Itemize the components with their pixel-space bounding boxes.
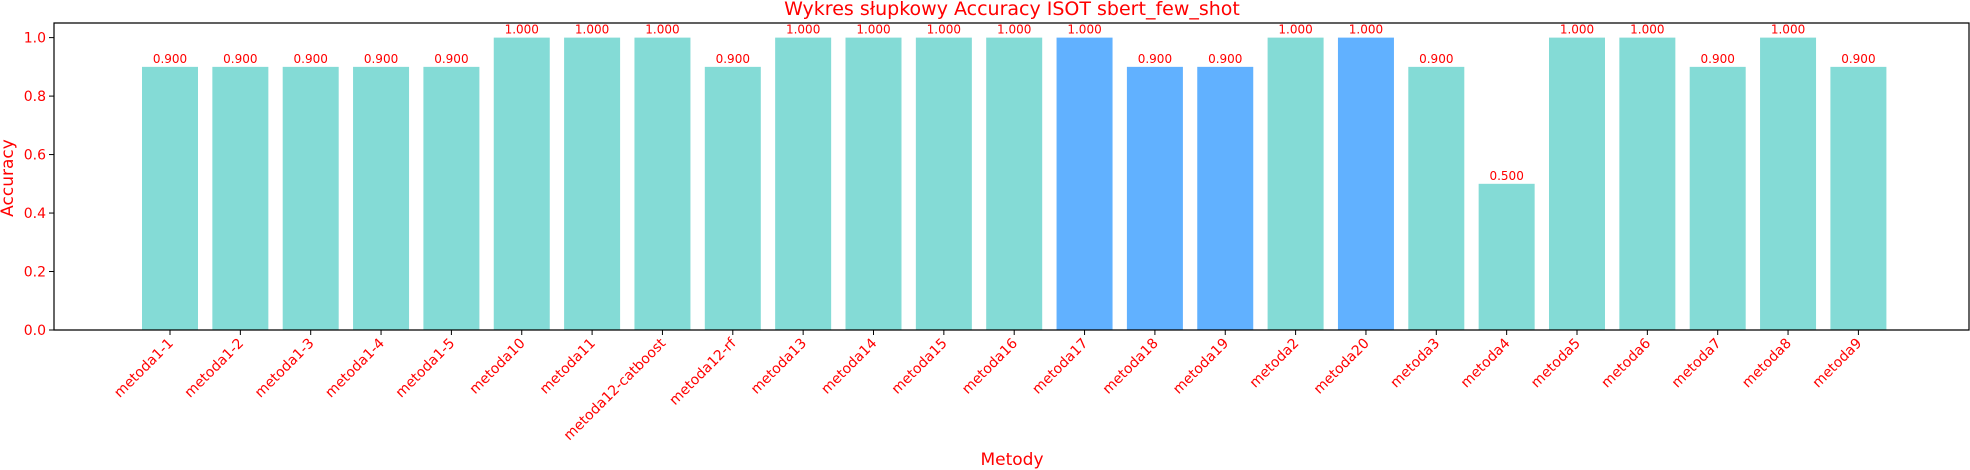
bar-metoda12-catboost: [634, 37, 691, 331]
bar-metoda11: [564, 37, 621, 331]
x-tick-label: metoda1-3: [252, 336, 318, 402]
y-tick-label: 0.0: [24, 323, 46, 339]
bar-metoda7: [1689, 66, 1746, 331]
value-label-metoda16: 1.000: [997, 23, 1031, 37]
bar-metoda14: [845, 37, 902, 331]
bar-metoda3: [1408, 66, 1465, 331]
value-label-metoda12-rf: 0.900: [716, 52, 750, 66]
x-tick-label: metoda18: [1100, 336, 1162, 398]
value-label-metoda20: 1.000: [1349, 23, 1383, 37]
x-tick-label: metoda20: [1311, 336, 1373, 398]
chart-title: Wykres słupkowy Accuracy ISOT sbert_few_…: [784, 0, 1240, 20]
x-tick-label: metoda14: [818, 335, 880, 397]
value-label-metoda10: 1.000: [505, 23, 539, 37]
value-label-metoda7: 0.900: [1701, 52, 1735, 66]
x-tick-label: metoda15: [889, 336, 951, 398]
bar-metoda6: [1619, 37, 1676, 331]
bar-metoda20: [1337, 37, 1394, 331]
value-label-metoda17: 1.000: [1067, 23, 1101, 37]
bar-metoda1-4: [353, 66, 410, 331]
y-tick-label: 0.6: [24, 148, 46, 164]
value-label-metoda2: 1.000: [1278, 23, 1312, 37]
x-tick-label: metoda1-2: [182, 336, 248, 402]
x-tick-label: metoda3: [1387, 336, 1443, 392]
bar-metoda9: [1830, 66, 1887, 331]
value-label-metoda8: 1.000: [1771, 23, 1805, 37]
x-tick-label: metoda2: [1247, 336, 1303, 392]
y-axis-label: Accuracy: [0, 139, 18, 217]
bar-metoda4: [1478, 183, 1535, 330]
bar-metoda2: [1267, 37, 1324, 331]
y-tick-label: 0.4: [24, 206, 46, 222]
x-tick-label: metoda4: [1458, 335, 1514, 391]
y-tick-label: 0.2: [24, 265, 46, 281]
x-tick-label: metoda1-5: [393, 336, 459, 402]
bar-metoda18: [1126, 66, 1183, 331]
bar-metoda1-2: [212, 66, 269, 331]
x-tick-label: metoda17: [1029, 336, 1091, 398]
value-label-metoda1-5: 0.900: [434, 52, 468, 66]
value-label-metoda1-4: 0.900: [364, 52, 398, 66]
x-tick-label: metoda1-1: [111, 336, 177, 402]
bar-metoda13: [775, 37, 832, 331]
y-tick-label: 0.8: [24, 89, 46, 105]
plot-frame: [53, 22, 1970, 331]
value-label-metoda15: 1.000: [927, 23, 961, 37]
x-tick-label: metoda13: [748, 336, 810, 398]
x-tick-label: metoda11: [537, 336, 599, 398]
value-label-metoda4: 0.500: [1489, 169, 1523, 183]
x-tick-label: metoda5: [1528, 336, 1584, 392]
bar-metoda1-1: [142, 66, 198, 331]
x-tick-label: metoda9: [1810, 336, 1866, 392]
value-label-metoda19: 0.900: [1208, 52, 1242, 66]
bar-metoda1-5: [423, 66, 480, 331]
bar-metoda15: [915, 37, 972, 331]
bar-metoda1-3: [282, 66, 339, 331]
value-label-metoda18: 0.900: [1138, 52, 1172, 66]
x-tick-label: metoda16: [959, 335, 1021, 397]
value-label-metoda1-2: 0.900: [223, 52, 257, 66]
bar-metoda8: [1760, 37, 1817, 331]
value-label-metoda3: 0.900: [1419, 52, 1453, 66]
x-tick-label: metoda6: [1599, 335, 1655, 391]
x-tick-label: metoda10: [467, 336, 529, 398]
bar-metoda17: [1056, 37, 1113, 331]
bar-metoda5: [1549, 37, 1605, 331]
y-axis: 0.0 0.2 0.4 0.6 0.8 1.0: [24, 31, 54, 339]
value-labels-group: 0.900 0.900 0.900 0.900 0.900 1.000 1.000 1.000…: [153, 23, 1876, 183]
value-label-metoda5: 1.000: [1560, 23, 1594, 37]
value-label-metoda9: 0.900: [1841, 52, 1875, 66]
value-label-metoda13: 1.000: [786, 23, 820, 37]
value-label-metoda1-3: 0.900: [294, 52, 328, 66]
x-axis-label: Metody: [980, 450, 1043, 470]
x-tick-label: metoda7: [1669, 336, 1725, 392]
x-tick-label: metoda8: [1739, 336, 1795, 392]
value-label-metoda12-catboost: 1.000: [645, 23, 679, 37]
bar-metoda10: [493, 37, 550, 331]
value-label-metoda1-1: 0.900: [153, 52, 187, 66]
x-tick-label: metoda19: [1170, 336, 1232, 398]
bar-metoda12-rf: [704, 66, 761, 331]
y-tick-label: 1.0: [24, 31, 46, 47]
bar-metoda19: [1197, 66, 1254, 331]
value-label-metoda11: 1.000: [575, 23, 609, 37]
bar-metoda16: [986, 37, 1043, 331]
x-tick-label: metoda12-rf: [667, 335, 741, 409]
value-label-metoda14: 1.000: [856, 23, 890, 37]
value-label-metoda6: 1.000: [1630, 23, 1664, 37]
x-tick-label: metoda1-4: [322, 335, 388, 401]
x-axis: metoda1-1 metoda1-2 metoda1-3 metoda1-4 meto…: [111, 330, 1865, 444]
bars-group: [142, 37, 1887, 331]
